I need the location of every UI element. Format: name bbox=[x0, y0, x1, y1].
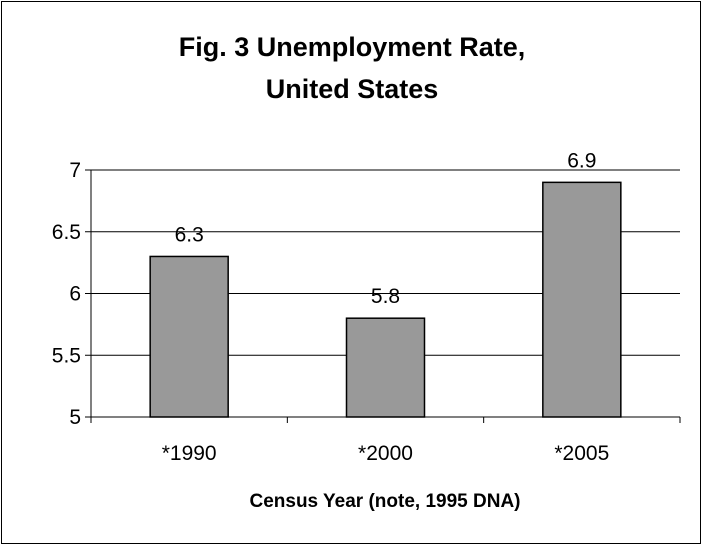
y-tick-label: 5.5 bbox=[52, 344, 81, 367]
data-label: 5.8 bbox=[371, 285, 400, 308]
x-tick-label: *2005 bbox=[554, 442, 609, 465]
y-tick-label: 6 bbox=[69, 283, 81, 306]
labels: 6.3 *1990 5.8 *2000 6.9 *2005 5 5.5 6 6.5 7 bbox=[52, 149, 609, 465]
axes bbox=[85, 169, 681, 423]
bar bbox=[345, 317, 426, 418]
chart-title-line-1: Fig. 3 Unemployment Rate, bbox=[179, 32, 526, 62]
x-tick-label: *2000 bbox=[358, 442, 413, 465]
x-axis-title: Census Year (note, 1995 DNA) bbox=[249, 491, 520, 512]
x-tick-label: *1990 bbox=[162, 442, 217, 465]
y-tick-label: 6.5 bbox=[52, 221, 81, 244]
bar bbox=[542, 181, 622, 418]
y-tick-label: 5 bbox=[69, 406, 81, 429]
data-label: 6.3 bbox=[175, 223, 204, 246]
bar bbox=[149, 255, 229, 418]
y-tick-label: 7 bbox=[69, 159, 81, 182]
data-label: 6.9 bbox=[567, 149, 596, 172]
chart-title-line-2: United States bbox=[266, 74, 439, 104]
